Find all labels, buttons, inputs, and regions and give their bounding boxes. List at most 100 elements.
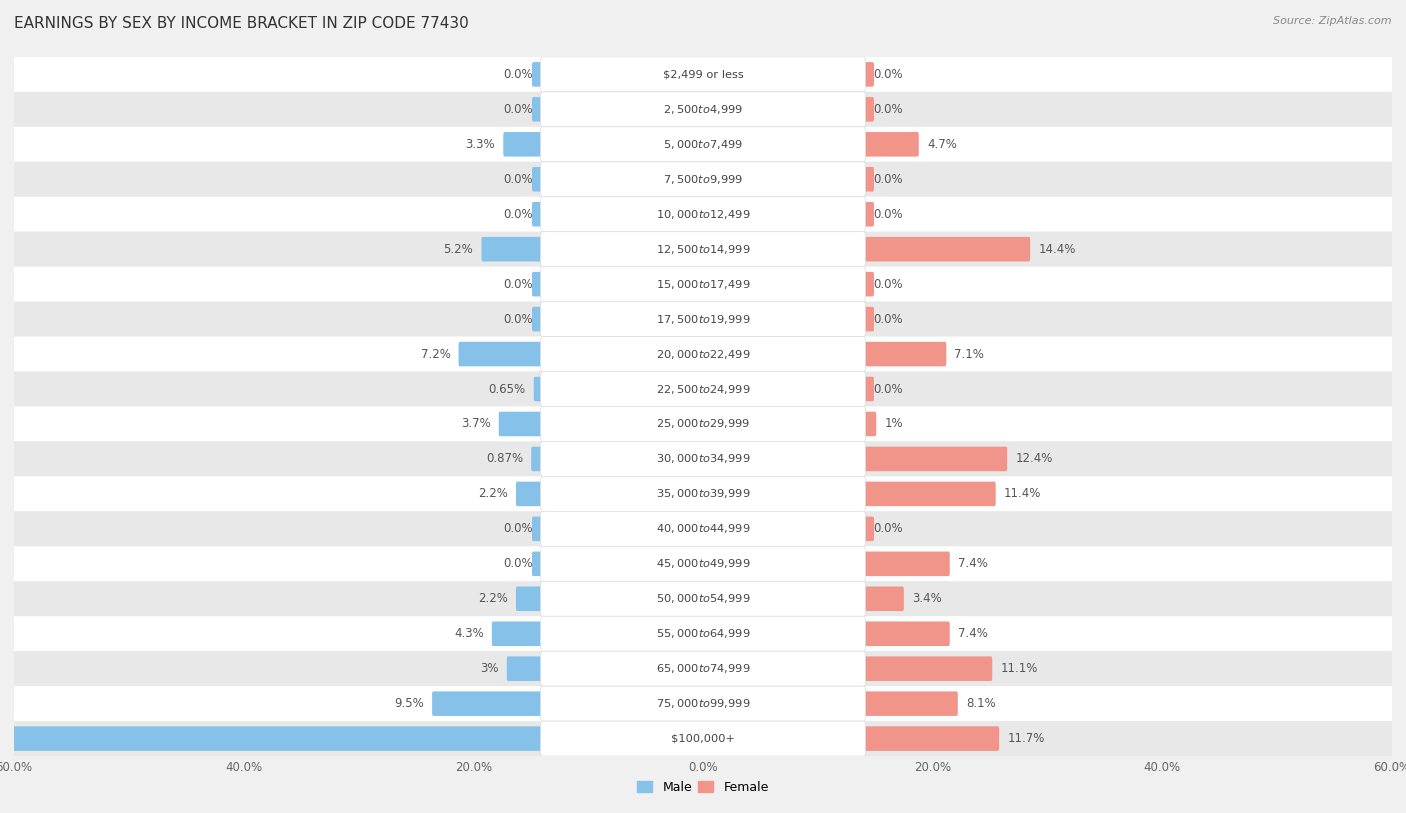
FancyBboxPatch shape — [531, 446, 543, 472]
FancyBboxPatch shape — [540, 441, 866, 476]
Text: 4.3%: 4.3% — [454, 628, 484, 640]
FancyBboxPatch shape — [506, 656, 543, 681]
FancyBboxPatch shape — [863, 586, 904, 611]
Text: $15,000 to $17,499: $15,000 to $17,499 — [655, 278, 751, 290]
FancyBboxPatch shape — [14, 511, 1392, 546]
Text: 0.0%: 0.0% — [503, 68, 533, 80]
Text: $35,000 to $39,999: $35,000 to $39,999 — [655, 488, 751, 500]
FancyBboxPatch shape — [540, 162, 866, 197]
FancyBboxPatch shape — [14, 406, 1392, 441]
FancyBboxPatch shape — [458, 341, 543, 367]
FancyBboxPatch shape — [492, 621, 543, 646]
Text: 0.0%: 0.0% — [503, 313, 533, 325]
Text: 0.65%: 0.65% — [488, 383, 526, 395]
FancyBboxPatch shape — [540, 57, 866, 92]
Text: 2.2%: 2.2% — [478, 593, 508, 605]
FancyBboxPatch shape — [14, 162, 1392, 197]
FancyBboxPatch shape — [863, 132, 918, 157]
FancyBboxPatch shape — [0, 726, 543, 751]
FancyBboxPatch shape — [14, 651, 1392, 686]
FancyBboxPatch shape — [540, 92, 866, 127]
FancyBboxPatch shape — [516, 586, 543, 611]
FancyBboxPatch shape — [14, 616, 1392, 651]
Text: 0.0%: 0.0% — [873, 383, 903, 395]
FancyBboxPatch shape — [863, 726, 1000, 751]
Text: 0.0%: 0.0% — [503, 173, 533, 185]
FancyBboxPatch shape — [540, 616, 866, 651]
Text: 0.0%: 0.0% — [503, 103, 533, 115]
Text: 3.7%: 3.7% — [461, 418, 491, 430]
Text: 3.4%: 3.4% — [912, 593, 942, 605]
FancyBboxPatch shape — [540, 267, 866, 302]
Text: 7.4%: 7.4% — [957, 558, 988, 570]
Text: $25,000 to $29,999: $25,000 to $29,999 — [655, 418, 751, 430]
Text: 7.1%: 7.1% — [955, 348, 984, 360]
Text: 5.2%: 5.2% — [444, 243, 474, 255]
FancyBboxPatch shape — [863, 376, 875, 402]
FancyBboxPatch shape — [863, 411, 876, 437]
FancyBboxPatch shape — [503, 132, 543, 157]
FancyBboxPatch shape — [540, 686, 866, 721]
FancyBboxPatch shape — [14, 546, 1392, 581]
FancyBboxPatch shape — [863, 446, 1007, 472]
FancyBboxPatch shape — [863, 202, 875, 227]
Text: 9.5%: 9.5% — [394, 698, 425, 710]
FancyBboxPatch shape — [863, 551, 950, 576]
FancyBboxPatch shape — [540, 337, 866, 372]
FancyBboxPatch shape — [540, 197, 866, 232]
FancyBboxPatch shape — [540, 546, 866, 581]
Text: 3%: 3% — [479, 663, 499, 675]
FancyBboxPatch shape — [432, 691, 543, 716]
Text: 0.0%: 0.0% — [873, 313, 903, 325]
FancyBboxPatch shape — [14, 581, 1392, 616]
FancyBboxPatch shape — [14, 721, 1392, 756]
FancyBboxPatch shape — [14, 302, 1392, 337]
FancyBboxPatch shape — [531, 272, 543, 297]
Text: 0.0%: 0.0% — [503, 558, 533, 570]
Text: $17,500 to $19,999: $17,500 to $19,999 — [655, 313, 751, 325]
FancyBboxPatch shape — [863, 62, 875, 87]
FancyBboxPatch shape — [531, 307, 543, 332]
Text: 0.0%: 0.0% — [873, 208, 903, 220]
FancyBboxPatch shape — [14, 686, 1392, 721]
Text: EARNINGS BY SEX BY INCOME BRACKET IN ZIP CODE 77430: EARNINGS BY SEX BY INCOME BRACKET IN ZIP… — [14, 16, 468, 31]
FancyBboxPatch shape — [14, 57, 1392, 92]
FancyBboxPatch shape — [540, 372, 866, 406]
Text: $10,000 to $12,499: $10,000 to $12,499 — [655, 208, 751, 220]
Text: $55,000 to $64,999: $55,000 to $64,999 — [655, 628, 751, 640]
Text: 0.0%: 0.0% — [873, 103, 903, 115]
FancyBboxPatch shape — [481, 237, 543, 262]
Text: $50,000 to $54,999: $50,000 to $54,999 — [655, 593, 751, 605]
FancyBboxPatch shape — [531, 167, 543, 192]
FancyBboxPatch shape — [540, 406, 866, 441]
Text: $5,000 to $7,499: $5,000 to $7,499 — [664, 138, 742, 150]
FancyBboxPatch shape — [14, 372, 1392, 406]
FancyBboxPatch shape — [863, 167, 875, 192]
FancyBboxPatch shape — [863, 691, 957, 716]
FancyBboxPatch shape — [534, 376, 543, 402]
Text: 0.0%: 0.0% — [873, 523, 903, 535]
Text: $40,000 to $44,999: $40,000 to $44,999 — [655, 523, 751, 535]
FancyBboxPatch shape — [540, 476, 866, 511]
FancyBboxPatch shape — [14, 127, 1392, 162]
Text: 3.3%: 3.3% — [465, 138, 495, 150]
FancyBboxPatch shape — [863, 516, 875, 541]
Text: $45,000 to $49,999: $45,000 to $49,999 — [655, 558, 751, 570]
Text: $22,500 to $24,999: $22,500 to $24,999 — [655, 383, 751, 395]
Text: 11.1%: 11.1% — [1001, 663, 1038, 675]
FancyBboxPatch shape — [863, 341, 946, 367]
FancyBboxPatch shape — [531, 62, 543, 87]
FancyBboxPatch shape — [531, 551, 543, 576]
Text: 11.7%: 11.7% — [1007, 733, 1045, 745]
FancyBboxPatch shape — [540, 651, 866, 686]
Text: 12.4%: 12.4% — [1015, 453, 1053, 465]
FancyBboxPatch shape — [531, 516, 543, 541]
FancyBboxPatch shape — [540, 302, 866, 337]
Text: Source: ZipAtlas.com: Source: ZipAtlas.com — [1274, 16, 1392, 26]
FancyBboxPatch shape — [14, 441, 1392, 476]
FancyBboxPatch shape — [14, 197, 1392, 232]
Text: 0.0%: 0.0% — [503, 278, 533, 290]
Text: 0.0%: 0.0% — [503, 208, 533, 220]
Text: $2,500 to $4,999: $2,500 to $4,999 — [664, 103, 742, 115]
FancyBboxPatch shape — [540, 581, 866, 616]
